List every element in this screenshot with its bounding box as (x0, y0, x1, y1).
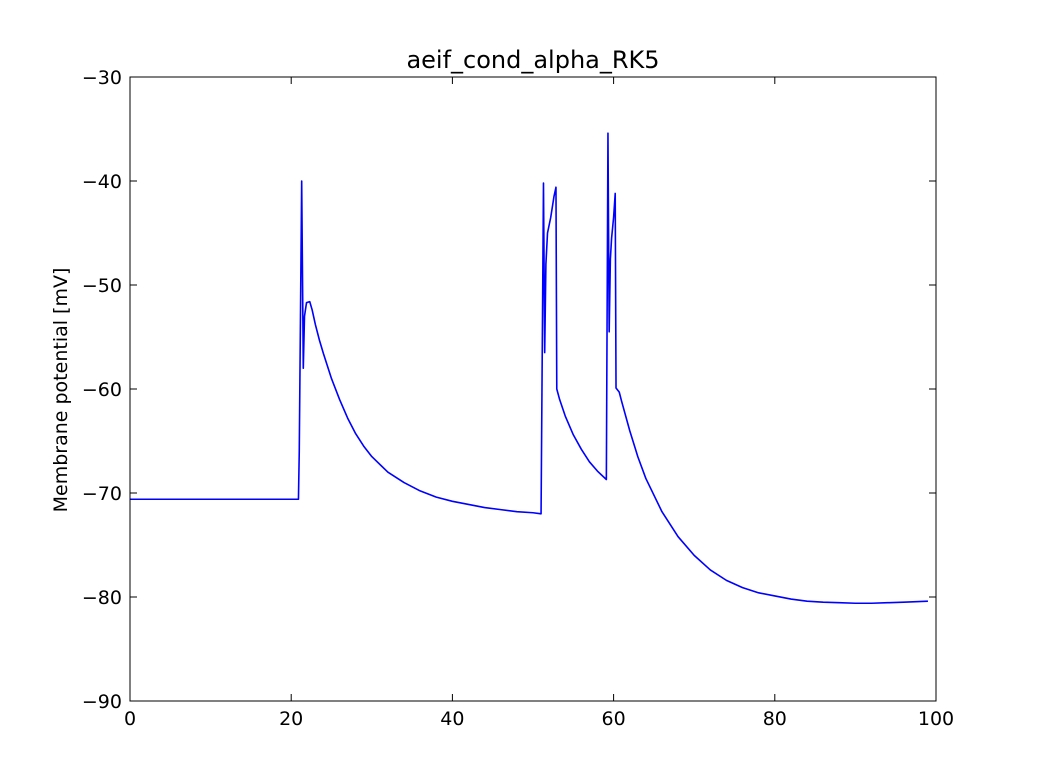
y-tick-label: −30 (82, 67, 122, 89)
y-tick-label: −60 (82, 379, 122, 401)
y-tick-label: −70 (82, 483, 122, 505)
y-tick-label: −50 (82, 275, 122, 297)
plot-area-frame (129, 76, 937, 702)
x-tick-label: 0 (124, 708, 136, 730)
x-tick-label: 60 (602, 708, 626, 730)
y-tick-label: −40 (82, 171, 122, 193)
tick-labels: 0 20 40 60 80 100 −90 −80 −70 −60 −50 −40 −30 (82, 67, 954, 730)
chart-title: aeif_cond_alpha_RK5 (406, 46, 659, 74)
series-line (130, 132, 928, 605)
y-tick-label: −80 (82, 587, 122, 609)
y-axis-label: Membrane potential [mV] (50, 268, 72, 513)
x-tick-label: 20 (279, 708, 303, 730)
x-tick-label: 100 (918, 708, 954, 730)
y-tick-label: −90 (82, 691, 122, 713)
x-tick-label: 80 (763, 708, 787, 730)
x-tick-label: 40 (440, 708, 464, 730)
